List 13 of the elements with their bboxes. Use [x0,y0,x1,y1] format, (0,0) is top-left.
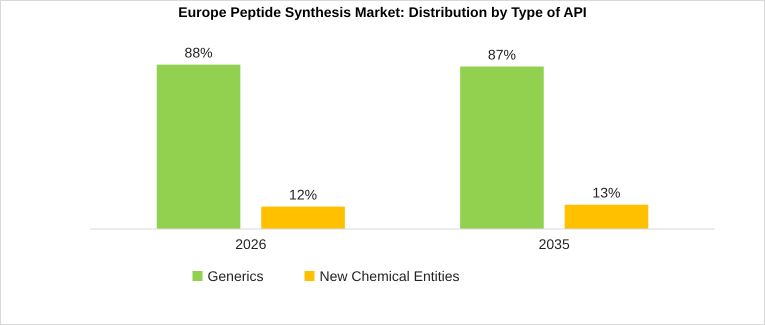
bar [564,204,648,229]
x-tick-label: 2035 [538,236,570,252]
data-label: 13% [592,184,620,201]
bar [261,206,345,229]
chart-title: Europe Peptide Synthesis Market: Distribution by Type of API [178,4,587,20]
data-label: 12% [289,186,318,203]
legend-label: Generics [208,268,264,284]
legend-label: New Chemical Entities [320,268,460,284]
data-label: 87% [488,46,516,63]
bar [156,64,240,229]
bar [460,66,544,229]
x-tick-label: 2026 [235,236,267,252]
data-label: 88% [184,44,213,61]
